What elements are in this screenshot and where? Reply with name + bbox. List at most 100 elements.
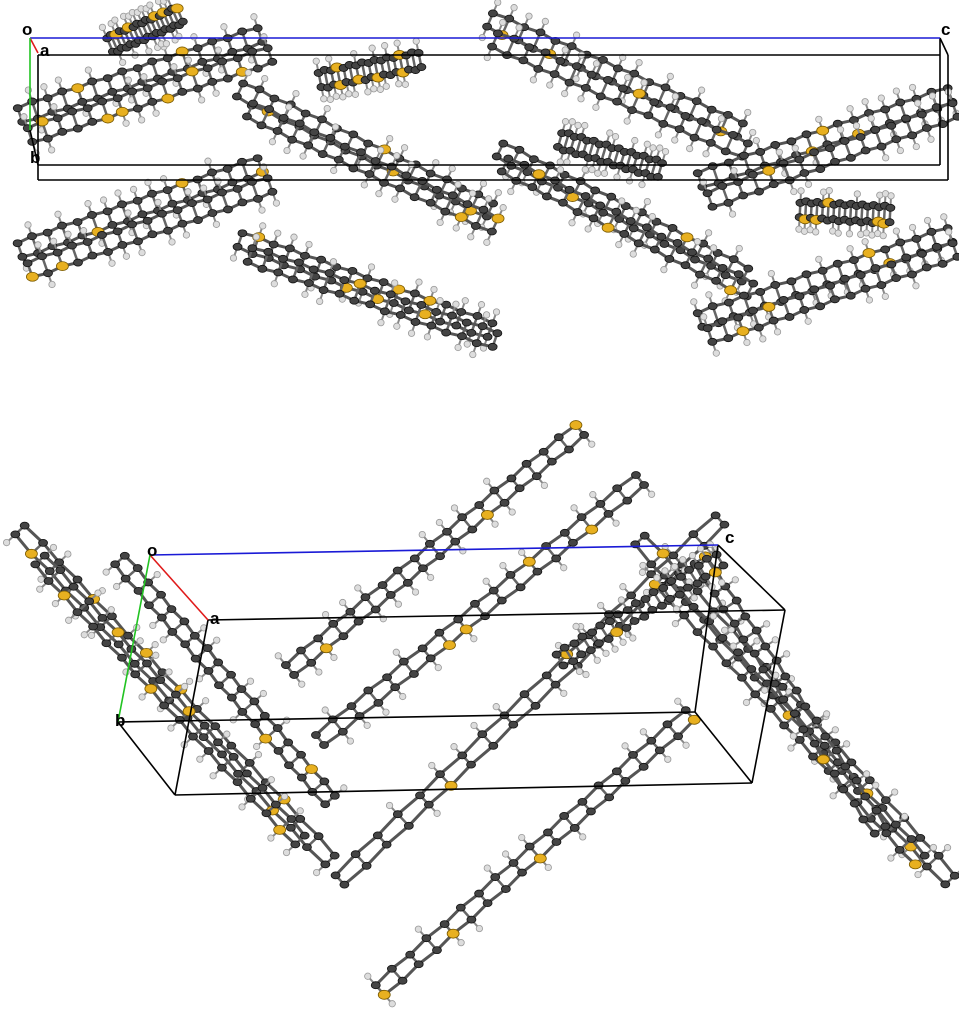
cell-edge [175,620,208,795]
hydrogen [300,153,306,159]
carbon [718,264,727,271]
carbon [113,95,122,102]
hydrogen [672,620,678,626]
hydrogen [930,844,936,850]
carbon [53,115,62,122]
hydrogen [571,505,577,511]
carbon [307,659,316,666]
hydrogen [650,145,656,151]
hydrogen [492,521,498,527]
a-axis [30,38,38,53]
carbon [596,500,605,507]
carbon [263,45,272,52]
carbon [663,721,672,728]
hydrogen [436,519,442,525]
carbon [877,282,886,289]
carbon [190,632,199,639]
carbon [752,627,761,634]
sulfur [112,628,124,637]
carbon [832,747,841,754]
carbon [701,573,710,580]
hydrogen [449,165,455,171]
carbon [318,116,327,123]
carbon [314,635,323,642]
carbon [634,240,643,247]
carbon [800,306,809,313]
carbon [631,600,640,607]
carbon [404,822,413,829]
carbon [639,763,648,770]
hydrogen [153,110,159,116]
carbon [932,243,941,250]
carbon [907,836,916,843]
carbon [769,317,778,324]
carbon [532,473,541,480]
carbon [269,241,278,248]
hydrogen [402,81,408,87]
carbon [167,606,176,613]
carbon [870,830,879,837]
hydrogen [413,38,419,44]
carbon [448,312,457,319]
hydrogen [519,834,525,840]
hydrogen [671,563,677,569]
hydrogen [603,650,609,656]
carbon [908,132,917,139]
hydrogen [154,571,160,577]
hydrogen [137,638,143,644]
carbon [766,705,775,712]
carbon [693,629,702,636]
carbon [288,136,297,143]
carbon [694,562,703,569]
molecule [795,187,895,238]
carbon [417,301,426,308]
carbon [321,801,330,808]
hydrogen [768,270,774,276]
carbon [203,65,212,72]
hydrogen [141,74,147,80]
hydrogen [790,733,796,739]
carbon [404,307,413,314]
hydrogen [893,228,899,234]
hydrogen [316,669,322,675]
carbon [279,114,288,121]
carbon [436,553,445,560]
carbon [300,832,309,839]
carbon [552,839,561,846]
hydrogen [619,198,625,204]
hydrogen [578,96,584,102]
hydrogen [580,834,586,840]
hydrogen [275,230,281,236]
carbon [779,696,788,703]
carbon [349,131,358,138]
carbon [509,721,518,728]
hydrogen [88,632,94,638]
sulfur [611,628,623,637]
hydrogen [484,239,490,245]
hydrogen [561,90,567,96]
carbon [329,620,338,627]
carbon [950,872,959,879]
carbon [409,670,418,677]
hydrogen [293,90,299,96]
carbon [560,812,569,819]
carbon [242,770,251,777]
carbon [518,869,527,876]
carbon [208,38,217,45]
carbon [891,821,900,828]
carbon [43,95,52,102]
hydrogen [835,230,841,236]
carbon [856,133,865,140]
hydrogen [394,152,400,158]
carbon [422,935,431,942]
carbon [490,487,499,494]
hydrogen [483,478,489,484]
carbon [204,748,213,755]
carbon [78,98,87,105]
carbon [577,514,586,521]
hydrogen [495,189,501,195]
hydrogen [655,132,661,138]
hydrogen [493,703,499,709]
carbon [565,186,574,193]
hydrogen [873,782,879,788]
